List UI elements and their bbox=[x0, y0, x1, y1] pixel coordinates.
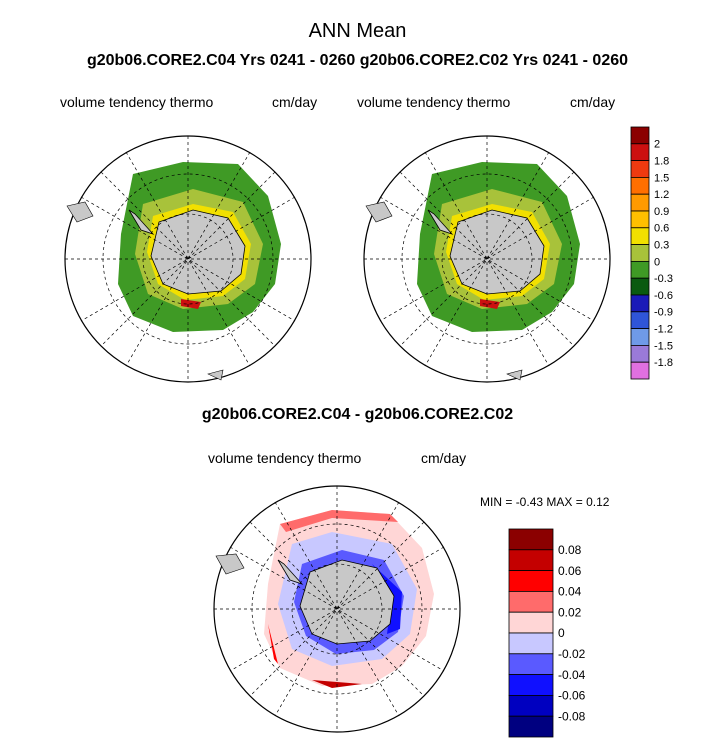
difference-graticule bbox=[214, 486, 460, 732]
min-max-readout: MIN = -0.43 MAX = 0.12 bbox=[480, 495, 609, 509]
difference-variable: volume tendency thermo bbox=[208, 450, 362, 466]
top-colorbar: 2 1.8 1.5 1.2 0.9 0.6 0.3 0 -0.3 -0.6 -0.9 -1.2 -1.5… bbox=[630, 126, 673, 380]
diff-colorbar-swatch bbox=[508, 591, 554, 613]
top-colorbar-swatch bbox=[630, 294, 650, 313]
top-colorbar-tick-label: 1.5 bbox=[654, 172, 669, 184]
diff-colorbar-swatch bbox=[508, 611, 554, 634]
left-panel-variable: volume tendency thermo bbox=[60, 94, 214, 110]
diff-colorbar-swatch bbox=[508, 528, 554, 551]
diff-colorbar-swatch bbox=[508, 653, 554, 676]
difference-south-america-tip bbox=[215, 553, 245, 575]
top-colorbar-swatch bbox=[630, 328, 650, 346]
left-antarctica bbox=[150, 209, 246, 295]
plot-title: ANN Mean bbox=[308, 20, 407, 42]
top-colorbar-tick-label: -1.5 bbox=[654, 340, 673, 352]
right-polar-map bbox=[363, 135, 611, 383]
difference-antarctica bbox=[299, 559, 395, 645]
right-south-america-tip bbox=[365, 201, 393, 223]
diff-colorbar-tick-label: 0.06 bbox=[558, 564, 582, 578]
diff-colorbar-tick-label: -0.08 bbox=[558, 709, 586, 723]
diff-colorbar-tick-label: -0.02 bbox=[558, 647, 586, 661]
diff-colorbar-swatch bbox=[508, 632, 554, 655]
difference-units: cm/day bbox=[421, 450, 467, 466]
right-antarctica bbox=[449, 209, 545, 295]
left-panel-units: cm/day bbox=[272, 94, 318, 110]
difference-polar-map bbox=[213, 485, 461, 733]
diff-colorbar-swatch bbox=[508, 674, 554, 696]
top-colorbar-tick-label: 0.3 bbox=[654, 239, 669, 251]
left-south-america-tip bbox=[66, 201, 94, 223]
diff-colorbar-tick-label: 0.02 bbox=[558, 605, 582, 619]
right-oceania-fragment bbox=[506, 369, 523, 381]
difference-antarctic-peninsula bbox=[277, 559, 304, 585]
top-colorbar-tick-label: -0.9 bbox=[654, 307, 673, 319]
diff-colorbar-swatch bbox=[508, 694, 554, 717]
right-graticule bbox=[364, 136, 610, 382]
top-colorbar-tick-label: -0.6 bbox=[654, 290, 673, 302]
left-antarctic-peninsula bbox=[128, 209, 155, 235]
left-graticule bbox=[65, 136, 311, 382]
top-colorbar-swatch bbox=[630, 210, 650, 229]
left-oceania-fragment bbox=[207, 369, 224, 381]
top-colorbar-swatch bbox=[630, 244, 650, 262]
top-colorbar-swatch bbox=[630, 277, 650, 296]
top-colorbar-tick-label: 0 bbox=[654, 256, 660, 268]
right-antarctic-peninsula bbox=[427, 209, 454, 235]
diff-colorbar-swatch bbox=[508, 715, 554, 738]
top-colorbar-swatch bbox=[630, 143, 650, 161]
top-colorbar-tick-label: 0.9 bbox=[654, 206, 669, 218]
right-panel-units: cm/day bbox=[570, 94, 616, 110]
right-panel-variable: volume tendency thermo bbox=[357, 94, 511, 110]
diff-colorbar-tick-label: -0.04 bbox=[558, 668, 586, 682]
top-colorbar-swatch bbox=[630, 344, 650, 363]
max-label: MAX = bbox=[546, 495, 583, 509]
diff-colorbar-tick-label: 0.04 bbox=[558, 585, 582, 599]
min-value: -0.43 bbox=[515, 495, 544, 509]
diff-colorbar-tick-label: 0 bbox=[558, 626, 565, 640]
top-colorbar-swatch bbox=[630, 193, 650, 212]
left-polar-map bbox=[64, 135, 312, 383]
top-colorbar-tick-label: -1.8 bbox=[654, 357, 673, 369]
diff-colorbar-swatch bbox=[508, 570, 554, 592]
top-colorbar-tick-label: 1.8 bbox=[654, 155, 669, 167]
top-colorbar-tick-label: -1.2 bbox=[654, 323, 673, 335]
difference-colorbar: 0.08 0.06 0.04 0.02 0 -0.02 -0.04 -0.06 -0.08 bbox=[508, 528, 586, 738]
min-label: MIN = bbox=[480, 495, 513, 509]
top-colorbar-swatch bbox=[630, 227, 650, 246]
max-value: 0.12 bbox=[586, 495, 610, 509]
diff-colorbar-tick-label: 0.08 bbox=[558, 543, 582, 557]
top-colorbar-tick-label: 0.6 bbox=[654, 223, 669, 235]
plot-subtitle: g20b06.CORE2.C04 Yrs 0241 - 0260 g20b06.… bbox=[86, 52, 629, 69]
diff-colorbar-swatch bbox=[508, 549, 554, 571]
top-colorbar-tick-label: 2 bbox=[654, 139, 660, 151]
top-colorbar-swatch bbox=[630, 177, 650, 195]
top-colorbar-swatch bbox=[630, 126, 650, 145]
top-colorbar-swatch bbox=[630, 361, 650, 380]
top-colorbar-tick-label: -0.3 bbox=[654, 273, 673, 285]
top-colorbar-swatch bbox=[630, 260, 650, 279]
difference-title: g20b06.CORE2.C04 - g20b06.CORE2.C02 bbox=[201, 406, 514, 423]
top-colorbar-swatch bbox=[630, 311, 650, 330]
diff-colorbar-tick-label: -0.06 bbox=[558, 689, 586, 703]
top-colorbar-tick-label: 1.2 bbox=[654, 189, 669, 201]
top-colorbar-swatch bbox=[630, 160, 650, 178]
